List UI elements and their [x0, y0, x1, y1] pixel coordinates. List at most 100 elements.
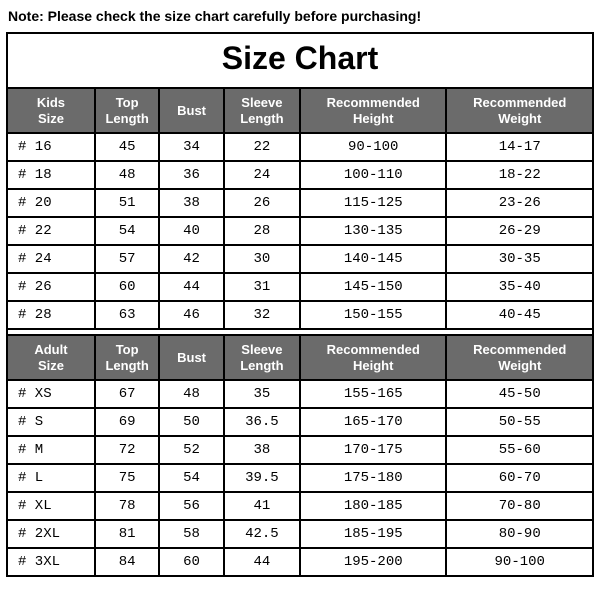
value-cell: 48 — [95, 161, 159, 189]
size-cell: # 3XL — [7, 548, 95, 576]
size-cell: # 28 — [7, 301, 95, 329]
column-header: SleeveLength — [224, 335, 300, 380]
value-cell: 40-45 — [446, 301, 593, 329]
value-cell: 18-22 — [446, 161, 593, 189]
value-cell: 55-60 — [446, 436, 593, 464]
value-cell: 45-50 — [446, 380, 593, 408]
value-cell: 58 — [159, 520, 223, 548]
value-cell: 26-29 — [446, 217, 593, 245]
value-cell: 140-145 — [300, 245, 447, 273]
value-cell: 22 — [224, 133, 300, 161]
table-row: # 20513826115-12523-26 — [7, 189, 593, 217]
value-cell: 38 — [159, 189, 223, 217]
value-cell: 145-150 — [300, 273, 447, 301]
value-cell: 50 — [159, 408, 223, 436]
adult-header-row: AdultSizeTopLengthBustSleeveLengthRecomm… — [7, 335, 593, 380]
kids-header-row: KidsSizeTopLengthBustSleeveLengthRecomme… — [7, 88, 593, 133]
value-cell: 45 — [95, 133, 159, 161]
value-cell: 30 — [224, 245, 300, 273]
value-cell: 165-170 — [300, 408, 447, 436]
value-cell: 170-175 — [300, 436, 447, 464]
size-cell: # 24 — [7, 245, 95, 273]
value-cell: 150-155 — [300, 301, 447, 329]
value-cell: 40 — [159, 217, 223, 245]
size-cell: # M — [7, 436, 95, 464]
column-header: Bust — [159, 88, 223, 133]
value-cell: 63 — [95, 301, 159, 329]
value-cell: 56 — [159, 492, 223, 520]
value-cell: 44 — [159, 273, 223, 301]
value-cell: 31 — [224, 273, 300, 301]
value-cell: 42 — [159, 245, 223, 273]
value-cell: 30-35 — [446, 245, 593, 273]
value-cell: 90-100 — [300, 133, 447, 161]
size-cell: # 22 — [7, 217, 95, 245]
value-cell: 42.5 — [224, 520, 300, 548]
value-cell: 34 — [159, 133, 223, 161]
table-row: # 26604431145-15035-40 — [7, 273, 593, 301]
value-cell: 48 — [159, 380, 223, 408]
column-header: RecommendedWeight — [446, 335, 593, 380]
table-row: # 3XL846044195-20090-100 — [7, 548, 593, 576]
value-cell: 80-90 — [446, 520, 593, 548]
value-cell: 46 — [159, 301, 223, 329]
size-cell: # 2XL — [7, 520, 95, 548]
table-row: # 2XL815842.5185-19580-90 — [7, 520, 593, 548]
size-chart-container: Note: Please check the size chart carefu… — [0, 0, 600, 600]
value-cell: 100-110 — [300, 161, 447, 189]
size-table: KidsSizeTopLengthBustSleeveLengthRecomme… — [6, 87, 594, 577]
value-cell: 75 — [95, 464, 159, 492]
column-header: Bust — [159, 335, 223, 380]
column-header: KidsSize — [7, 88, 95, 133]
value-cell: 35-40 — [446, 273, 593, 301]
value-cell: 78 — [95, 492, 159, 520]
column-header: SleeveLength — [224, 88, 300, 133]
value-cell: 72 — [95, 436, 159, 464]
chart-title: Size Chart — [6, 32, 594, 87]
value-cell: 36.5 — [224, 408, 300, 436]
table-row: # XL785641180-18570-80 — [7, 492, 593, 520]
value-cell: 185-195 — [300, 520, 447, 548]
column-header: RecommendedHeight — [300, 335, 447, 380]
column-header: RecommendedWeight — [446, 88, 593, 133]
value-cell: 60 — [95, 273, 159, 301]
value-cell: 44 — [224, 548, 300, 576]
table-row: # L755439.5175-18060-70 — [7, 464, 593, 492]
table-row: # M725238170-17555-60 — [7, 436, 593, 464]
value-cell: 41 — [224, 492, 300, 520]
column-header: TopLength — [95, 335, 159, 380]
value-cell: 54 — [95, 217, 159, 245]
value-cell: 130-135 — [300, 217, 447, 245]
value-cell: 60 — [159, 548, 223, 576]
value-cell: 35 — [224, 380, 300, 408]
size-cell: # 16 — [7, 133, 95, 161]
value-cell: 32 — [224, 301, 300, 329]
value-cell: 90-100 — [446, 548, 593, 576]
value-cell: 50-55 — [446, 408, 593, 436]
size-cell: # 20 — [7, 189, 95, 217]
table-row: # XS674835155-16545-50 — [7, 380, 593, 408]
table-row: # S695036.5165-17050-55 — [7, 408, 593, 436]
value-cell: 60-70 — [446, 464, 593, 492]
value-cell: 69 — [95, 408, 159, 436]
table-row: # 22544028130-13526-29 — [7, 217, 593, 245]
table-row: # 18483624100-11018-22 — [7, 161, 593, 189]
value-cell: 23-26 — [446, 189, 593, 217]
table-row: # 24574230140-14530-35 — [7, 245, 593, 273]
value-cell: 52 — [159, 436, 223, 464]
value-cell: 70-80 — [446, 492, 593, 520]
value-cell: 14-17 — [446, 133, 593, 161]
size-cell: # 18 — [7, 161, 95, 189]
value-cell: 26 — [224, 189, 300, 217]
value-cell: 38 — [224, 436, 300, 464]
size-cell: # XL — [7, 492, 95, 520]
note-text: Note: Please check the size chart carefu… — [6, 4, 594, 32]
value-cell: 51 — [95, 189, 159, 217]
value-cell: 36 — [159, 161, 223, 189]
size-cell: # 26 — [7, 273, 95, 301]
size-cell: # XS — [7, 380, 95, 408]
column-header: RecommendedHeight — [300, 88, 447, 133]
value-cell: 54 — [159, 464, 223, 492]
size-cell: # S — [7, 408, 95, 436]
value-cell: 180-185 — [300, 492, 447, 520]
